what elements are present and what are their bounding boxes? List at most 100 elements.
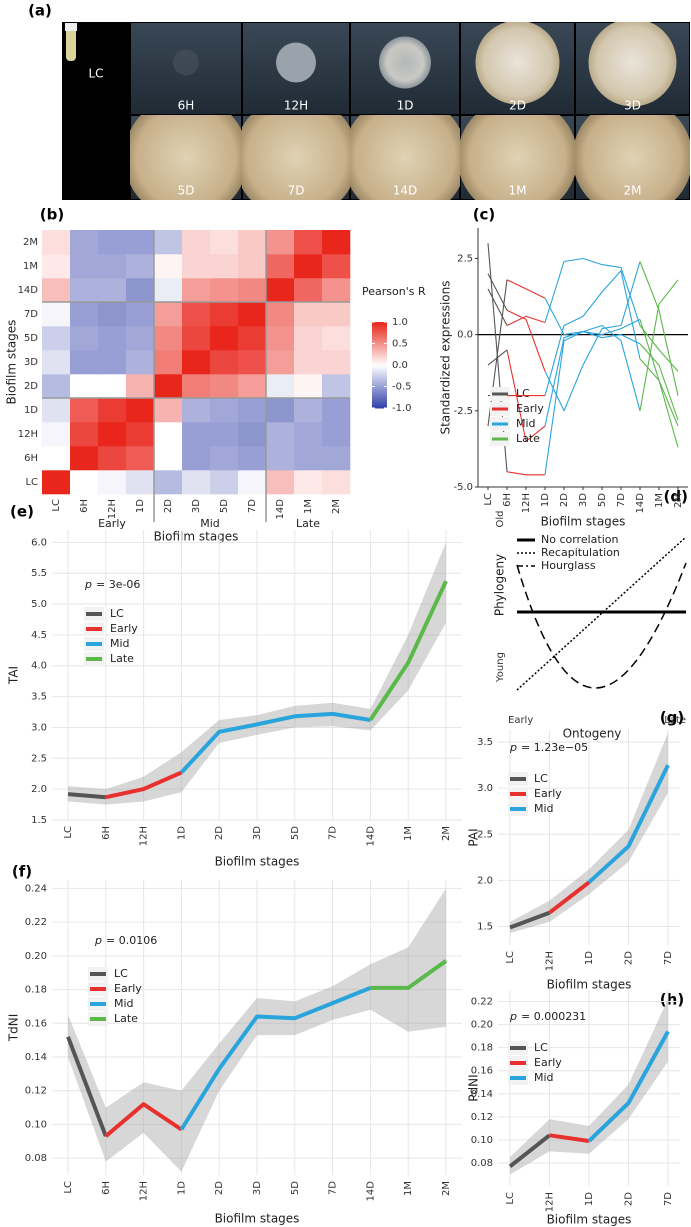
photo-label: 2M: [624, 184, 642, 198]
series-line: [105, 770, 183, 800]
series-line: [639, 319, 679, 448]
colony: [588, 22, 677, 107]
group-label: Mid: [200, 517, 220, 530]
heat-cell: [238, 278, 267, 303]
colony: [475, 22, 560, 105]
x-tick-label: 1M: [654, 493, 665, 508]
x-tick-label: 5D: [597, 493, 608, 507]
y-tick-label: 1M: [23, 261, 38, 272]
series-line: [544, 297, 641, 345]
legend-label: Late: [516, 432, 540, 445]
panel-label: (g): [660, 709, 684, 727]
heat-cell: [70, 470, 99, 495]
series-line: [368, 580, 448, 722]
x-tick-label: 14D: [365, 1181, 376, 1202]
x-tick-label: 12H: [139, 826, 150, 846]
colorbar-slice: [372, 356, 387, 360]
heat-cell: [98, 446, 127, 471]
colorbar-slice: [372, 339, 387, 342]
panel-label: (c): [473, 206, 496, 224]
y-tick-label: 5.5: [31, 568, 47, 579]
heat-cell: [70, 278, 99, 303]
heat-cell: [70, 422, 99, 447]
legend-label: Early: [534, 787, 562, 800]
series-line: [544, 270, 641, 396]
heat-cell: [322, 326, 351, 351]
y-title: Biofilm stages: [5, 320, 19, 405]
panel-label: (f): [12, 863, 32, 881]
heat-cell: [98, 278, 127, 303]
x-tick-label: 5D: [290, 1181, 301, 1195]
x-title: Biofilm stages: [547, 1213, 632, 1227]
colorbar-slice: [372, 347, 387, 351]
x-title: Ontogeny: [563, 727, 622, 741]
colorbar-slice: [372, 349, 387, 353]
series-line: [506, 279, 546, 299]
x-tick-label: 2M: [673, 493, 684, 508]
photo-label: 14D: [393, 184, 418, 198]
colorbar-slice: [372, 384, 387, 387]
series-line: [544, 318, 641, 475]
heat-cell: [98, 374, 127, 399]
heat-cell: [182, 302, 211, 327]
legend-label: Early: [114, 982, 142, 995]
y-tick-label: 0.20: [471, 1020, 493, 1031]
y-tick-label: 7D: [24, 309, 38, 320]
heat-cell: [70, 446, 99, 471]
x-tick-label: 6H: [502, 493, 513, 507]
photo-label: 6H: [178, 99, 195, 113]
heat-cell: [126, 446, 155, 471]
heat-cell: [210, 254, 239, 279]
x-tick-label: 3D: [578, 493, 589, 507]
x-tick-label: LC: [505, 951, 516, 964]
heat-cell: [126, 326, 155, 351]
x-tick-label: 1D: [176, 1181, 187, 1195]
heat-cell: [294, 278, 323, 303]
y-tick-label: 0.16: [25, 1018, 47, 1029]
x-tick-label: 12H: [545, 1192, 556, 1212]
colony: [242, 115, 350, 200]
heat-cell: [322, 254, 351, 279]
series-line: [544, 257, 641, 326]
heat-cell: [98, 422, 127, 447]
heat-cell: [322, 350, 351, 375]
colorbar-slice: [372, 397, 387, 400]
heat-cell: [42, 398, 71, 423]
x-tick-label: 3D: [191, 499, 202, 513]
colorbar-slice: [372, 328, 387, 332]
heat-cell: [70, 374, 99, 399]
heat-cell: [210, 446, 239, 471]
y-tick-label: 0.14: [471, 1089, 493, 1100]
x-tick-label: 14D: [635, 493, 646, 514]
y-tick-label: 2.0: [477, 875, 493, 886]
photo-label: 7D: [288, 184, 305, 198]
y-tick-label: 0.08: [471, 1158, 493, 1169]
colorbar-slice: [372, 382, 387, 385]
heat-cell: [126, 350, 155, 375]
heat-cell: [126, 302, 155, 327]
legend-label: LC: [534, 772, 548, 785]
heat-cell: [238, 350, 267, 375]
y-tick-label: 2D: [24, 381, 38, 392]
heat-cell: [322, 398, 351, 423]
y-tick-label: 1.5: [477, 922, 493, 933]
x-tick-label: 2M: [441, 1181, 452, 1196]
series-line: [487, 273, 508, 311]
heat-cell: [322, 446, 351, 471]
heat-cell: [154, 470, 183, 495]
series-line: [506, 471, 545, 476]
colorbar-slice: [372, 380, 387, 383]
heat-cell: [294, 302, 323, 327]
legend-label: Mid: [516, 417, 536, 430]
y-tick-label: 0.24: [25, 883, 47, 894]
colorbar-slice: [372, 405, 387, 409]
heat-cell: [126, 230, 155, 255]
legend-label: LC: [114, 967, 128, 980]
series-line: [639, 279, 679, 411]
heat-cell: [294, 326, 323, 351]
series-line: [587, 764, 670, 884]
y-tick-label: 1.5: [31, 815, 47, 826]
heat-cell: [182, 326, 211, 351]
colony: [350, 115, 460, 200]
heat-cell: [238, 230, 267, 255]
